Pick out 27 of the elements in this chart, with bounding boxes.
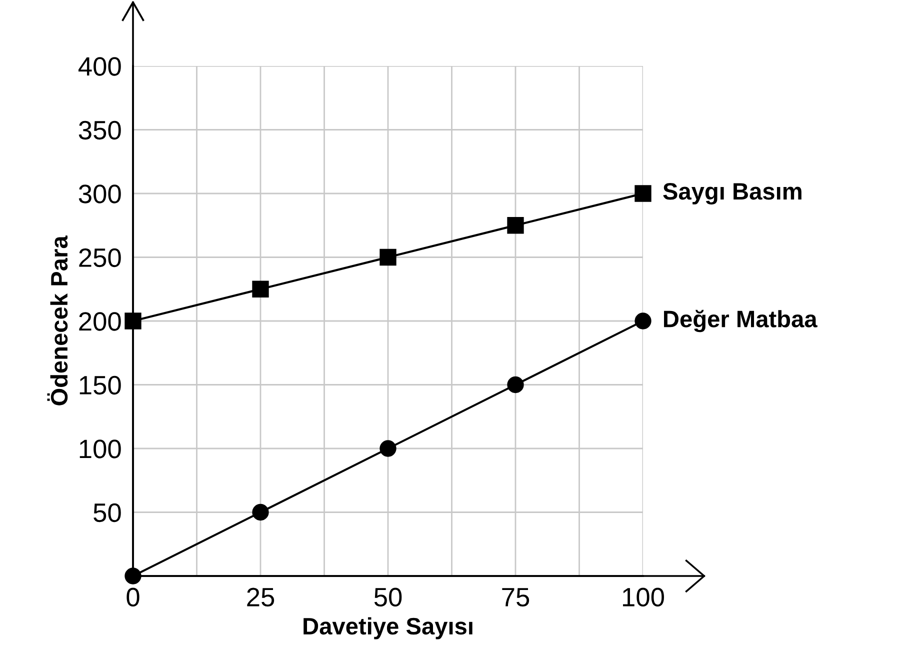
y-axis-title: Ödenecek Para: [47, 236, 68, 406]
point: [507, 376, 524, 394]
x-tick-label: 100: [623, 588, 664, 606]
x-tick-label: 75: [502, 588, 530, 606]
point: [507, 217, 524, 234]
series-label: Saygı Basım: [663, 183, 802, 205]
y-tick-label: 400: [78, 57, 121, 76]
series-label: Değer Matbaa: [664, 310, 818, 332]
point: [634, 185, 652, 202]
x-tick-label: 50: [374, 588, 402, 606]
point: [124, 568, 142, 584]
point: [380, 440, 396, 457]
point: [634, 312, 652, 330]
x-tick-label: 25: [247, 588, 274, 606]
y-tick-label: 250: [79, 248, 121, 268]
y-tick-label: 50: [94, 503, 121, 522]
point: [252, 504, 269, 521]
point: [124, 312, 142, 330]
y-tick-label: 350: [78, 120, 121, 140]
x-tick-label: 0: [126, 588, 140, 606]
point: [380, 248, 396, 266]
y-tick-label: 200: [79, 312, 121, 331]
y-tick-label: 300: [78, 184, 121, 204]
y-tick-label: 100: [80, 440, 121, 458]
point: [252, 280, 269, 298]
y-tick-label: 150: [80, 376, 121, 395]
x-axis-title: Davetiye Sayısı: [304, 617, 472, 640]
